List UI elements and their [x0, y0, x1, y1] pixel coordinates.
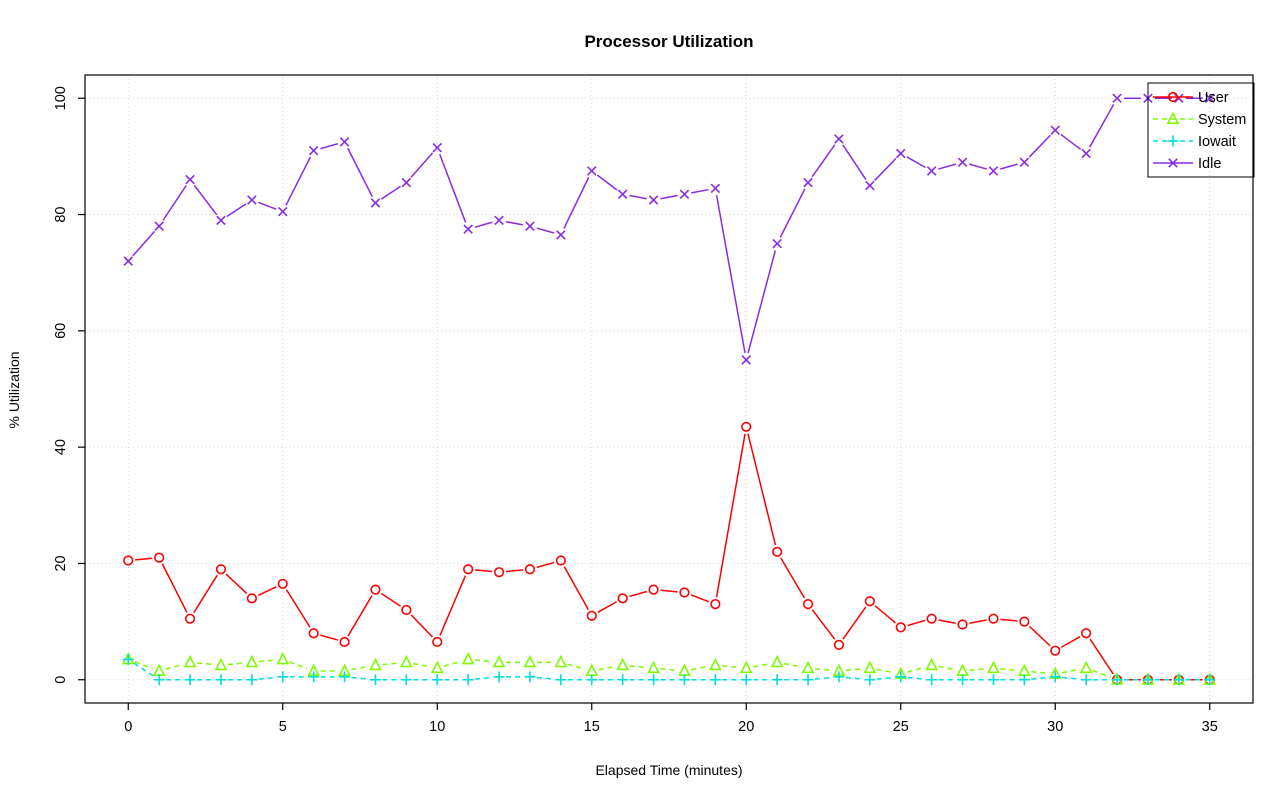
x-tick-label: 15: [584, 719, 600, 735]
x-axis-label: Elapsed Time (minutes): [595, 762, 743, 778]
x-tick-label: 20: [738, 719, 754, 735]
x-tick-label: 0: [124, 719, 132, 735]
y-tick-label: 20: [53, 555, 69, 571]
y-tick-label: 0: [53, 676, 69, 684]
legend-label: System: [1198, 112, 1246, 128]
plot-frame: [84, 74, 1254, 704]
axis-ticks: 0 5 10 15 20 25 30 35 0 20 40 60 80 100: [53, 86, 1218, 735]
legend-box: [1147, 82, 1255, 178]
series-idle: [123, 93, 1215, 365]
series-iowait: [122, 653, 1216, 686]
legend-label: Iowait: [1198, 134, 1236, 150]
legend: User System Iowait Idle: [1147, 82, 1255, 178]
x-tick-label: 30: [1047, 719, 1063, 735]
x-tick-label: 5: [279, 719, 287, 735]
series-system: [121, 652, 1217, 685]
y-tick-label: 40: [53, 439, 69, 455]
legend-label: User: [1198, 90, 1229, 106]
legend-label: Idle: [1198, 156, 1221, 172]
y-tick-label: 100: [53, 86, 69, 110]
y-tick-label: 80: [53, 206, 69, 222]
series-user: [123, 421, 1215, 685]
y-tick-label: 60: [53, 323, 69, 339]
gridlines: [85, 75, 1253, 703]
x-tick-label: 10: [429, 719, 445, 735]
x-tick-label: 35: [1202, 719, 1218, 735]
chart-title: Processor Utilization: [584, 32, 754, 51]
x-tick-label: 25: [893, 719, 909, 735]
